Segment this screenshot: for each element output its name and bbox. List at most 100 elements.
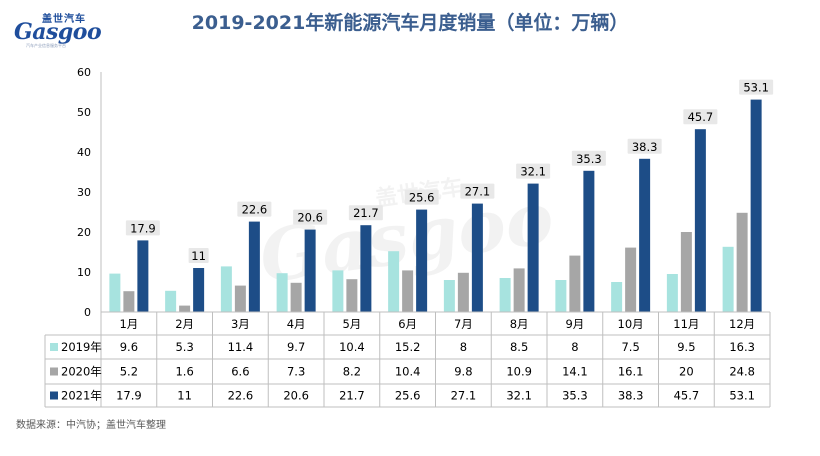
category-label: 3月 <box>231 317 250 331</box>
table-cell: 10.4 <box>339 340 365 354</box>
table-cell: 5.2 <box>120 365 138 379</box>
data-label-bg <box>404 189 439 205</box>
table-cell: 16.3 <box>729 340 755 354</box>
bar-2020年-8月 <box>513 268 525 312</box>
table-cell: 20.6 <box>283 389 309 403</box>
table-cell: 7.3 <box>287 365 305 379</box>
logo-brand-en: Gasgoo <box>14 19 102 45</box>
bar-2021年-6月 <box>416 209 428 312</box>
table-cell: 17.9 <box>116 389 142 403</box>
category-label: 6月 <box>398 317 417 331</box>
data-label-bg <box>188 248 209 263</box>
table-cell: 45.7 <box>674 389 700 403</box>
table-cell: 7.5 <box>621 340 639 354</box>
category-label: 4月 <box>287 317 306 331</box>
category-label: 1月 <box>119 317 138 331</box>
bar-2020年-7月 <box>457 272 469 312</box>
bar-2021年-1月 <box>137 240 149 312</box>
data-label: 21.7 <box>353 206 379 220</box>
category-label: 8月 <box>510 317 529 331</box>
table-cell: 53.1 <box>729 389 755 403</box>
data-label-bg <box>237 201 272 217</box>
legend-label: 2019年 <box>61 340 102 354</box>
category-label: 12月 <box>729 317 755 331</box>
table-cell: 1.6 <box>175 365 193 379</box>
data-label: 20.6 <box>297 211 323 225</box>
y-tick-label: 10 <box>77 266 91 279</box>
table-cell: 9.6 <box>120 340 138 354</box>
bar-2020年-11月 <box>680 232 692 312</box>
table-cell: 22.6 <box>228 389 254 403</box>
data-label-bg <box>348 205 383 221</box>
table-cell: 9.5 <box>677 340 695 354</box>
bar-2021年-12月 <box>750 99 762 312</box>
table-cell: 11.4 <box>228 340 254 354</box>
bar-2020年-6月 <box>402 270 414 312</box>
category-label: 10月 <box>618 317 644 331</box>
table-cell: 20 <box>679 365 694 379</box>
legend-swatch-2020年 <box>50 367 58 376</box>
bar-2019年-6月 <box>388 251 400 312</box>
chart-title: 2019-2021年新能源汽车月度销量（单位：万辆） <box>191 12 629 34</box>
bar-2019年-7月 <box>443 280 455 312</box>
legend-label: 2020年 <box>61 365 102 379</box>
bar-2019年-2月 <box>165 290 177 312</box>
data-label: 22.6 <box>242 203 268 217</box>
legend-swatch-2021年 <box>50 391 58 400</box>
data-label: 35.3 <box>576 152 602 166</box>
category-label: 11月 <box>673 317 699 331</box>
data-label-bg <box>739 79 774 95</box>
data-label-bg <box>460 183 495 199</box>
table-cell: 25.6 <box>395 389 421 403</box>
table-cell: 32.1 <box>506 389 532 403</box>
table-cell: 27.1 <box>451 389 477 403</box>
bar-2019年-12月 <box>722 246 734 312</box>
table-cell: 9.7 <box>287 340 305 354</box>
bar-2021年-4月 <box>304 229 316 312</box>
data-label: 25.6 <box>409 191 435 205</box>
table-cell: 24.8 <box>729 365 755 379</box>
bar-2019年-8月 <box>499 278 511 312</box>
bar-2020年-5月 <box>346 279 358 312</box>
table-cell: 14.1 <box>562 365 588 379</box>
y-tick-label: 60 <box>77 66 91 79</box>
data-label-bg <box>516 163 551 179</box>
bar-2020年-2月 <box>179 305 191 312</box>
bar-2021年-10月 <box>639 158 651 312</box>
bar-2021年-9月 <box>583 170 595 312</box>
table-cell: 8 <box>571 340 578 354</box>
bar-2019年-3月 <box>220 266 232 312</box>
legend-swatch-2019年 <box>50 343 58 351</box>
data-label: 38.3 <box>632 140 658 154</box>
bar-2019年-4月 <box>276 273 288 312</box>
bar-2021年-11月 <box>694 129 706 312</box>
bar-2019年-9月 <box>555 280 567 312</box>
bar-2021年-3月 <box>248 221 260 312</box>
category-label: 7月 <box>454 317 473 331</box>
table-cell: 5.3 <box>175 340 193 354</box>
data-label: 11 <box>191 249 206 263</box>
data-label: 32.1 <box>520 165 546 179</box>
bar-2021年-7月 <box>471 203 483 312</box>
data-source: 数据来源：中汽协；盖世汽车整理 <box>16 420 166 431</box>
table-cell: 35.3 <box>562 389 588 403</box>
data-label-bg <box>571 150 606 166</box>
table-cell: 9.8 <box>454 365 472 379</box>
data-label: 45.7 <box>688 110 714 124</box>
bar-2020年-1月 <box>123 291 135 312</box>
bar-2020年-3月 <box>234 285 246 312</box>
y-tick-label: 0 <box>84 306 91 319</box>
data-label-bg <box>125 220 160 236</box>
bar-2020年-10月 <box>625 247 637 312</box>
bar-2019年-1月 <box>109 273 121 312</box>
gasgoo-logo: 盖世汽车 Gasgoo 汽车产业信息服务平台 <box>6 10 118 50</box>
bar-2019年-5月 <box>332 270 344 312</box>
data-label-bg <box>293 209 328 225</box>
table-cell: 8 <box>460 340 467 354</box>
bar-2021年-8月 <box>527 183 539 312</box>
table-cell: 10.4 <box>395 365 421 379</box>
table-cell: 8.5 <box>510 340 528 354</box>
y-tick-label: 50 <box>77 106 91 119</box>
data-label: 27.1 <box>465 185 491 199</box>
